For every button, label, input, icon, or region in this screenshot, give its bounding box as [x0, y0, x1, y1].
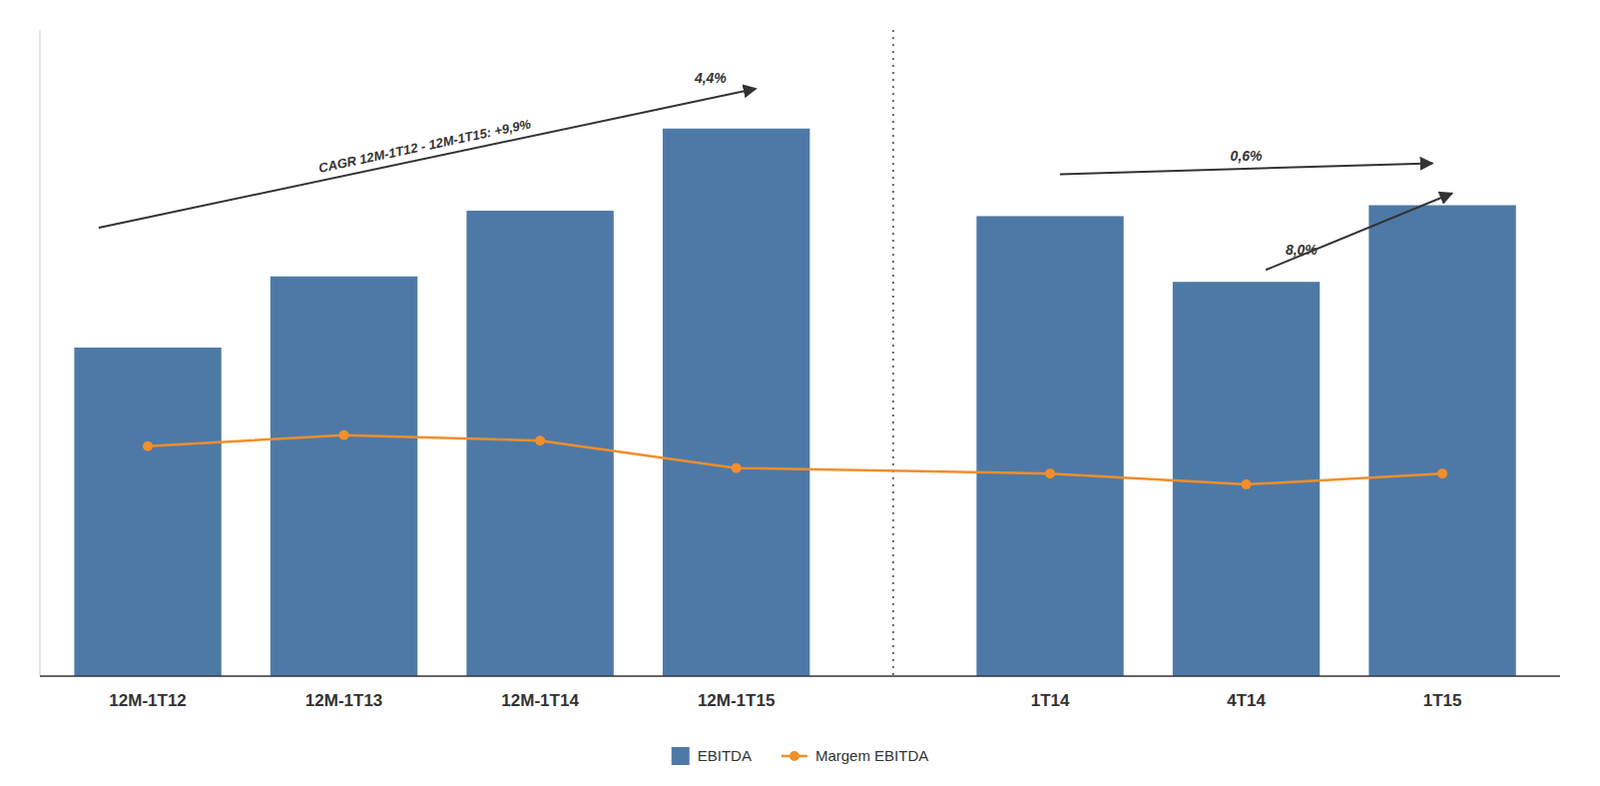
bar — [466, 210, 613, 676]
bar — [1172, 281, 1320, 676]
bar — [270, 276, 418, 676]
line-marker — [1045, 468, 1056, 479]
line-marker — [142, 441, 153, 452]
line — [147, 435, 1443, 485]
x-tick-label: 4T14 — [1226, 690, 1266, 710]
chart: 12M-1T12 12M-1T13 12M-1T14 12M-1T15 1T14 4T14… — [0, 0, 1600, 786]
line-marker — [1437, 468, 1448, 479]
bar — [662, 128, 810, 676]
bar — [1368, 204, 1516, 676]
annotation-arrow — [1265, 192, 1453, 270]
divider — [892, 29, 895, 676]
x-tick-label: 12M-1T15 — [697, 690, 775, 710]
legend-label: EBITDA — [697, 746, 752, 764]
x-tick-label: 12M-1T12 — [108, 690, 186, 710]
x-tick-label: 1T15 — [1423, 690, 1463, 710]
line-marker — [339, 430, 350, 441]
line-marker — [534, 435, 545, 446]
bar — [976, 215, 1123, 676]
legend-swatch — [789, 750, 800, 761]
y-axis — [39, 29, 41, 676]
x-tick-label: 1T14 — [1031, 690, 1070, 710]
bar — [73, 347, 221, 676]
x-tick-label: 12M-1T14 — [501, 690, 579, 710]
annotation-label: CAGR 12M-1T12 - 12M-1T15: +9,9% — [317, 115, 534, 176]
annotation-label: 0,6% — [1230, 147, 1263, 164]
legend-swatch — [671, 746, 690, 765]
line-marker — [731, 463, 742, 474]
annotation-arrow — [1060, 162, 1433, 174]
x-axis — [39, 674, 1561, 677]
line-marker — [1241, 479, 1252, 490]
legend: EBITDA Margem EBITDA — [671, 746, 930, 765]
x-tick-label: 12M-1T13 — [305, 690, 383, 710]
legend-label: Margem EBITDA — [815, 746, 929, 764]
annotation-label: 4,4% — [693, 69, 727, 86]
annotation-arrow — [98, 88, 756, 228]
annotation-label: 8,0% — [1285, 241, 1318, 258]
plot-area — [73, 128, 1516, 676]
